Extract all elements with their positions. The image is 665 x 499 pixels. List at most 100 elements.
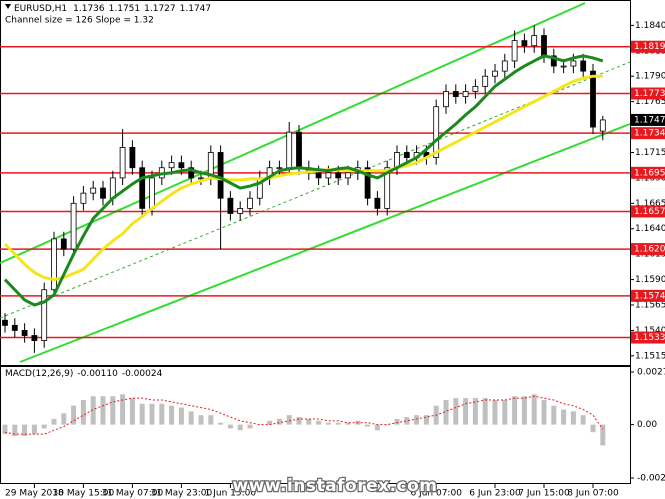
macd-bar [41,424,47,429]
x-tick-label: 7 Jun 15:00 [518,489,570,499]
symbol: EURUSD,H1 [14,4,67,14]
candle-body [443,91,449,108]
candle-body [90,187,97,194]
level-label: 1.1620 [634,245,665,255]
macd-bar [51,418,57,425]
y-tick-label: 1.1715 [635,148,665,158]
header-icon [5,4,11,9]
candle-body [21,330,28,336]
candle-body [521,40,528,47]
x-tick-label: 31 May 23:00 [151,489,213,499]
candle-body [149,177,155,209]
macd-bar [463,398,469,425]
macd-bar [257,424,263,426]
macd-bar [531,394,537,425]
candle-body [296,131,302,169]
macd-bar [178,407,184,425]
candle-body [580,60,587,72]
candle-body [286,131,293,169]
candle-body [51,238,57,291]
candle-body [325,172,332,179]
macd-bar [237,424,243,431]
macd-bar [80,400,86,425]
macd-tick-label: 0.00278 [637,368,665,378]
candle-body [60,238,67,250]
macd-bar [71,405,77,425]
x-tick-label: 6 Jun 07:00 [410,489,462,499]
moving-average [3,74,603,282]
candle-body [276,167,283,170]
candle-body [100,187,106,199]
candle-body [501,60,508,72]
macd-label: MACD(12,26,9) [5,369,73,379]
candle-body [531,35,538,47]
channel-lower [19,123,631,363]
macd-bar [208,415,214,425]
macd-bar [600,424,606,446]
candle-body [550,55,557,67]
candle-body [335,172,342,179]
macd-bar [129,398,135,425]
chart-header: EURUSD,H1 1.1736 1.1751 1.1727 1.1747 [14,4,211,14]
y-tick-label: 1.1565 [635,301,665,311]
macd-bar [472,398,478,425]
level-tag [631,289,665,302]
candle-body [2,319,8,326]
macd-bar [374,424,380,431]
candle-body [119,146,126,179]
y-tick-label: 1.1640 [635,224,665,234]
candle-body [452,91,459,97]
macd-bar [120,394,126,425]
level-tag [631,40,665,53]
macd-bar [218,422,224,425]
macd-bar [90,396,96,425]
macd-bar [227,424,233,429]
candle-body [511,40,518,62]
macd-bar [110,396,116,425]
candle-body [590,70,596,128]
candle-body [198,177,204,180]
watermark: www.instaforex.com [232,476,437,496]
x-tick-label: 30 May 15:00 [53,489,115,499]
candle-body [41,289,48,341]
macd-bar [61,413,67,425]
x-tick-label: 1 Jun 15:00 [205,489,257,499]
macd-bar [267,420,273,425]
macd-header: MACD(12,26,9) -0.00110 -0.00024 [5,369,163,379]
macd-bar [492,400,498,425]
candle-body [237,208,244,214]
macd-bar [100,396,106,425]
macd-bar [316,420,322,425]
candle-body [541,35,547,57]
level-label: 1.1734 [634,129,665,139]
macd-bar [345,422,351,425]
macd-bar [306,418,312,425]
high: 1.1751 [109,4,141,14]
macd-bar [198,415,204,425]
level-tag [631,87,665,100]
macd-value: -0.00110 [77,369,118,379]
candle-body [227,197,234,214]
candle-body [560,65,567,68]
macd-bar [414,415,420,425]
macd-bar [561,409,567,425]
y-tick-label: 1.1540 [635,326,665,336]
macd-bar [22,424,28,436]
plot-layer [0,25,630,353]
y-tick-label: 1.1790 [635,72,665,82]
macd-panel [0,366,631,484]
y-tick-label: 1.1515 [635,351,665,361]
moving-average [3,54,604,307]
candle-body [345,172,351,179]
channel-label: Channel size = 126 Slope = 1.32 [5,16,154,26]
current-price-tag [631,113,665,126]
level-label: 1.1773 [634,89,665,99]
open: 1.1736 [73,4,105,14]
candle-body [188,167,195,179]
candle-body [403,152,410,158]
macd-bar [394,418,400,425]
macd-bar [139,403,145,425]
candle-body [570,60,577,67]
macd-tick-label: -0.00282 [637,474,665,484]
macd-bar [404,417,410,425]
